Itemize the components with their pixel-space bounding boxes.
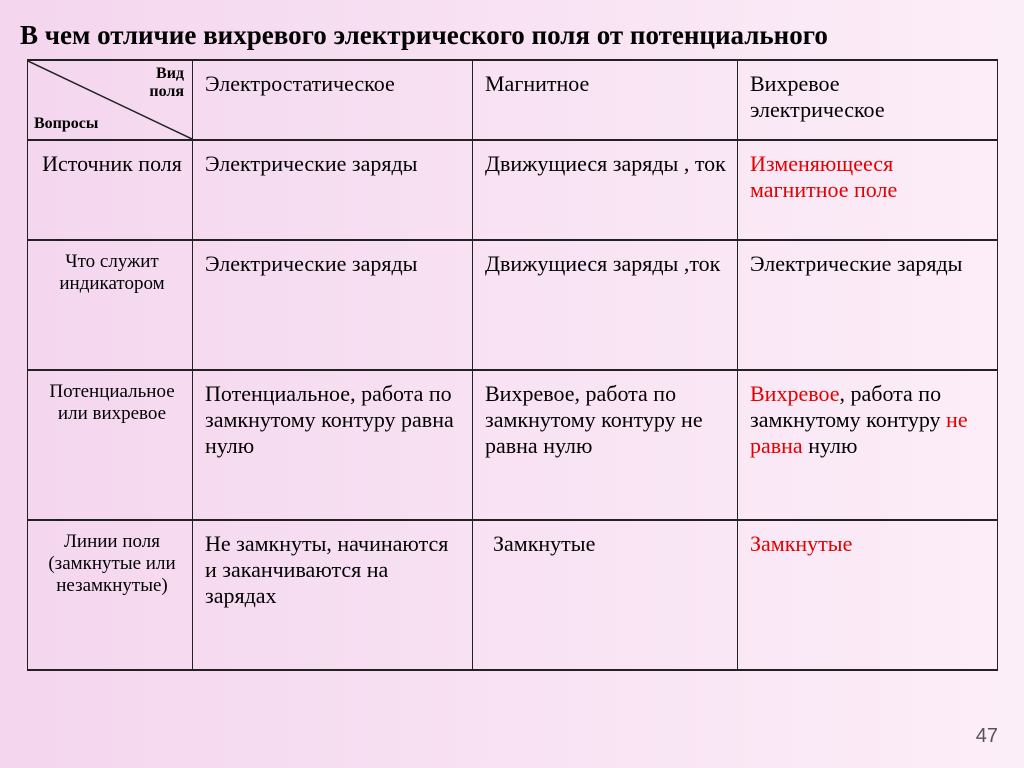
page-number: 47 — [976, 725, 998, 748]
cell: Вихревое, работа по замкнутому контуру н… — [473, 370, 738, 520]
cell: Движущиеся заряды , ток — [473, 140, 738, 240]
slide-title: В чем отличие вихревого электрического п… — [0, 0, 1024, 59]
table-header-row: Вид поля Вопросы Электростатическое Магн… — [28, 60, 998, 140]
cell: Движущиеся заряды ,ток — [473, 240, 738, 370]
row-header-indicator: Что служит индикатором — [28, 240, 193, 370]
cell: Электрические заряды — [193, 240, 473, 370]
cell: Электрические заряды — [193, 140, 473, 240]
col-header-magnetic: Магнитное — [473, 60, 738, 140]
slide: В чем отличие вихревого электрического п… — [0, 0, 1024, 768]
row-header-potential: Потенциаль­ное или вихревое — [28, 370, 193, 520]
col-header-electrostatic: Электростатическое — [193, 60, 473, 140]
cell-highlight: Замкнутые — [738, 520, 998, 670]
cell-mixed: Вихревое, работа по замкнутому контуру н… — [738, 370, 998, 520]
comparison-table: Вид поля Вопросы Электростатическое Магн… — [27, 59, 998, 671]
text-span: Вихревое — [750, 381, 839, 406]
col-header-vortex: Вихревоеэлектрическое — [738, 60, 998, 140]
table-row: Линии поля (замкнутые или незамкнутые) Н… — [28, 520, 998, 670]
corner-left-label: Вопросы — [34, 115, 98, 133]
table-row: Потенциаль­ное или вихревое Потенциально… — [28, 370, 998, 520]
corner-top-label: Вид поля — [149, 65, 184, 100]
row-header-source: Источник поля — [28, 140, 193, 240]
row-header-lines: Линии поля (замкнутые или незамкнутые) — [28, 520, 193, 670]
table-row: Что служит индикатором Электрические зар… — [28, 240, 998, 370]
cell-highlight: Изменяющееся магнитное поле — [738, 140, 998, 240]
cell: Не замкнуты, начинаются и заканчиваются … — [193, 520, 473, 670]
cell: Потенциальное, работа по замкнутому конт… — [193, 370, 473, 520]
cell: Замкнутые — [473, 520, 738, 670]
cell: Электрические заряды — [738, 240, 998, 370]
corner-cell: Вид поля Вопросы — [28, 60, 193, 140]
table-row: Источник поля Электрические заряды Движу… — [28, 140, 998, 240]
text-span: нулю — [803, 433, 858, 458]
